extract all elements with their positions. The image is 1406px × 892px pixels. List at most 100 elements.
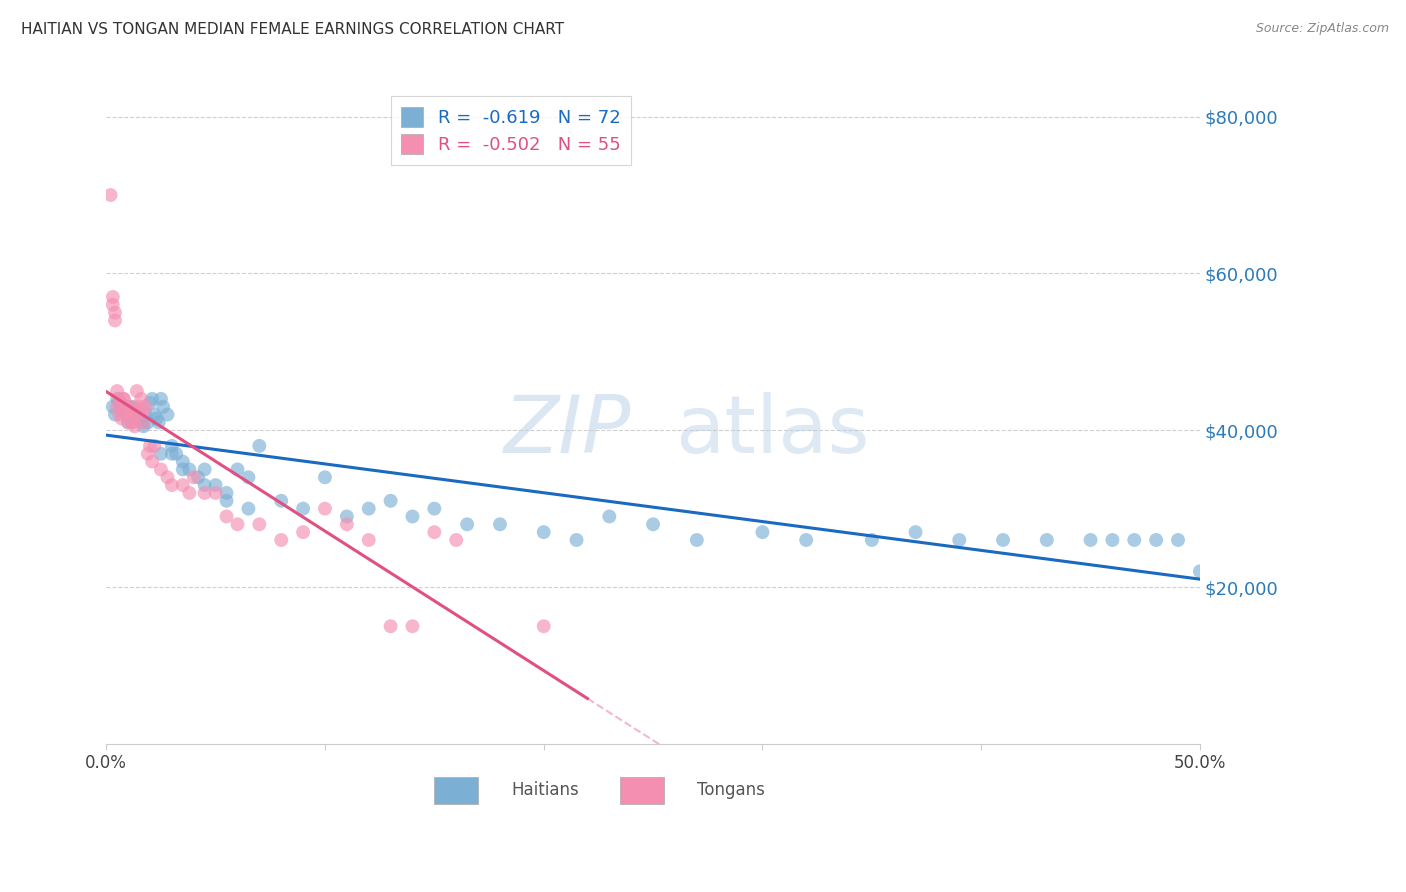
Point bbox=[121, 416, 143, 430]
FancyBboxPatch shape bbox=[620, 777, 664, 804]
Point bbox=[132, 416, 155, 430]
Point bbox=[270, 493, 292, 508]
Point bbox=[172, 462, 194, 476]
Point bbox=[641, 517, 664, 532]
Legend: R =  -0.619   N = 72, R =  -0.502   N = 55: R = -0.619 N = 72, R = -0.502 N = 55 bbox=[391, 96, 631, 165]
Point bbox=[101, 298, 124, 312]
Point bbox=[121, 408, 143, 422]
Point bbox=[136, 416, 159, 430]
Point bbox=[117, 408, 139, 422]
Point bbox=[794, 533, 817, 547]
Text: atlas: atlas bbox=[675, 392, 869, 469]
Point bbox=[1188, 565, 1211, 579]
Point bbox=[357, 533, 380, 547]
Point bbox=[143, 408, 166, 422]
Point bbox=[128, 408, 150, 422]
Point bbox=[165, 447, 187, 461]
Point bbox=[456, 517, 478, 532]
Point bbox=[270, 533, 292, 547]
Point bbox=[948, 533, 970, 547]
Text: HAITIAN VS TONGAN MEDIAN FEMALE EARNINGS CORRELATION CHART: HAITIAN VS TONGAN MEDIAN FEMALE EARNINGS… bbox=[21, 22, 564, 37]
Point bbox=[105, 384, 128, 398]
Point bbox=[110, 400, 132, 414]
Point bbox=[1080, 533, 1102, 547]
Point bbox=[357, 501, 380, 516]
Point bbox=[152, 400, 174, 414]
Point bbox=[751, 525, 773, 540]
Point bbox=[104, 408, 127, 422]
Point bbox=[135, 400, 157, 414]
Point bbox=[110, 403, 132, 417]
Point bbox=[533, 619, 555, 633]
Point bbox=[194, 486, 217, 500]
Point bbox=[1036, 533, 1059, 547]
Point bbox=[1167, 533, 1189, 547]
Point bbox=[132, 403, 155, 417]
Point bbox=[139, 439, 162, 453]
Point bbox=[120, 403, 142, 417]
Point bbox=[115, 403, 138, 417]
Point bbox=[598, 509, 620, 524]
Point bbox=[423, 501, 446, 516]
Point bbox=[120, 400, 142, 414]
Point bbox=[401, 619, 423, 633]
Point bbox=[129, 416, 152, 430]
Point bbox=[124, 411, 146, 425]
Point bbox=[136, 447, 159, 461]
Text: ZIP: ZIP bbox=[503, 392, 631, 469]
Point bbox=[117, 416, 139, 430]
Point bbox=[120, 403, 142, 417]
Point bbox=[132, 419, 155, 434]
Point bbox=[128, 403, 150, 417]
Point bbox=[215, 486, 238, 500]
Point bbox=[215, 509, 238, 524]
Point bbox=[100, 188, 122, 202]
Point bbox=[115, 400, 138, 414]
Point bbox=[108, 396, 131, 410]
Point bbox=[183, 470, 205, 484]
Point bbox=[423, 525, 446, 540]
Point bbox=[143, 439, 166, 453]
Point bbox=[172, 454, 194, 468]
Point bbox=[115, 408, 138, 422]
Point bbox=[179, 462, 201, 476]
Point bbox=[194, 462, 217, 476]
Point bbox=[904, 525, 927, 540]
Point bbox=[292, 525, 315, 540]
Point bbox=[1123, 533, 1146, 547]
Point bbox=[314, 501, 336, 516]
Point bbox=[149, 462, 172, 476]
Point bbox=[336, 517, 359, 532]
Point bbox=[121, 400, 143, 414]
Point bbox=[135, 408, 157, 422]
Point bbox=[108, 408, 131, 422]
Point bbox=[125, 384, 148, 398]
Point bbox=[686, 533, 709, 547]
Point bbox=[104, 313, 127, 327]
Point bbox=[160, 439, 183, 453]
Point bbox=[156, 470, 179, 484]
Point bbox=[112, 392, 135, 406]
Point bbox=[314, 470, 336, 484]
Point bbox=[380, 493, 402, 508]
Point bbox=[401, 509, 423, 524]
Point bbox=[149, 447, 172, 461]
Point bbox=[238, 470, 260, 484]
Point bbox=[148, 416, 170, 430]
Point bbox=[125, 411, 148, 425]
Point bbox=[156, 408, 179, 422]
Point bbox=[105, 400, 128, 414]
Point bbox=[117, 416, 139, 430]
Text: Source: ZipAtlas.com: Source: ZipAtlas.com bbox=[1256, 22, 1389, 36]
FancyBboxPatch shape bbox=[434, 777, 478, 804]
Point bbox=[565, 533, 588, 547]
Point bbox=[121, 416, 143, 430]
Point bbox=[444, 533, 467, 547]
Point bbox=[124, 408, 146, 422]
Point bbox=[215, 493, 238, 508]
Point bbox=[141, 454, 163, 468]
Point bbox=[292, 501, 315, 516]
Point bbox=[179, 486, 201, 500]
Point bbox=[380, 619, 402, 633]
Point bbox=[1101, 533, 1123, 547]
